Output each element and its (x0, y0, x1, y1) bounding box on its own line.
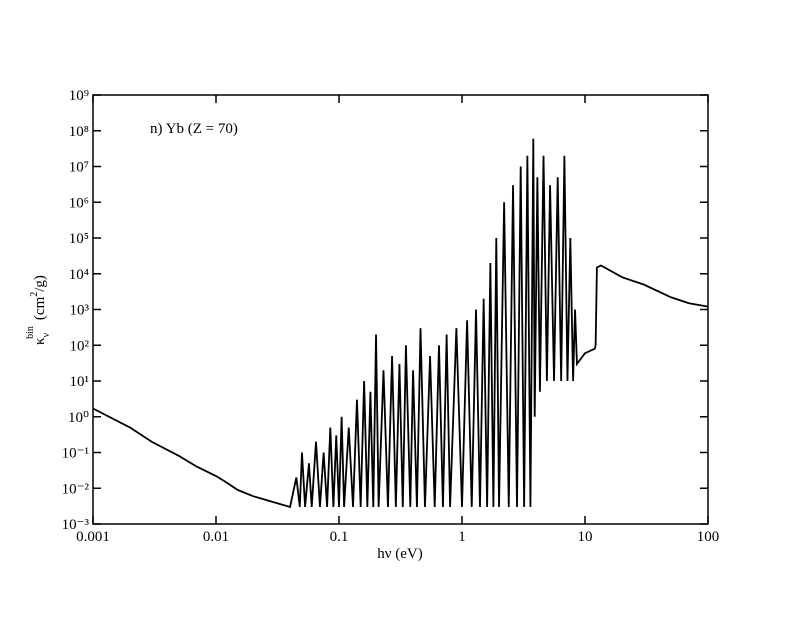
y-tick-label: 10⁻¹ (62, 446, 89, 462)
x-tick-label: 10 (578, 529, 593, 545)
y-tick-label: 10³ (70, 303, 90, 319)
y-tick-label: 10² (70, 338, 90, 354)
y-tick-label: 10⁵ (69, 231, 89, 247)
annotation: n) Yb (Z = 70) (150, 121, 238, 137)
x-tick-label: 1 (458, 529, 466, 545)
y-tick-label: 10⁴ (69, 267, 89, 283)
y-tick-label: 10¹ (70, 374, 90, 390)
y-label-part: /g) (32, 275, 48, 292)
x-tick-label: 0.01 (203, 529, 229, 545)
x-tick-label: 0.1 (330, 529, 349, 545)
y-label-part: κ (32, 337, 48, 345)
y-tick-label: 10⁶ (69, 195, 89, 211)
x-axis-label: hν (eV) (377, 546, 423, 562)
y-tick-label: 10⁻² (62, 481, 90, 497)
y-tick-label: 10⁸ (69, 124, 89, 140)
y-axis-label: κνbin (cm2/g) (25, 275, 52, 345)
x-tick-label: 0.001 (76, 529, 110, 545)
y-tick-label: 10⁹ (69, 88, 89, 104)
data-line (92, 138, 709, 509)
y-label-part: bin (25, 326, 36, 339)
y-tick-label: 10⁻³ (62, 517, 90, 533)
x-tick-label: 100 (697, 529, 720, 545)
y-label-part: ν (41, 332, 52, 337)
y-label-part: (cm (32, 296, 48, 320)
y-tick-label: 10⁷ (69, 160, 89, 176)
y-tick-label: 10⁰ (68, 410, 89, 426)
y-label-part: 2 (29, 292, 40, 297)
